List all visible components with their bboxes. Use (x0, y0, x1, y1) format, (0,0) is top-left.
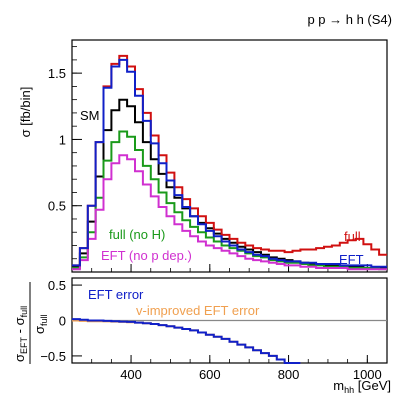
series-eft-error (72, 318, 301, 364)
top-y-ticks: 0.5 1 1.5 (48, 46, 388, 272)
x-tick-label: 600 (199, 367, 221, 382)
top-y-tick-label: 1 (59, 132, 66, 147)
bottom-y-tick-label: −0.5 (40, 349, 66, 364)
bottom-y-tick-label: 0.5 (48, 278, 66, 293)
x-axis-label: mhh [GeV] (333, 378, 391, 395)
label-v-improved: v-improved EFT error (136, 303, 260, 318)
label-eft-no-p: EFT (no p dep.) (101, 248, 192, 263)
series-v-improved-eft-error (72, 319, 301, 364)
x-tick-label: 1000 (353, 367, 382, 382)
series-eft-no-p-dep (72, 154, 387, 271)
bottom-y-axis-label: σEFT - σfull σfull (12, 282, 49, 364)
label-eft: EFT (339, 252, 364, 267)
x-tick-label: 400 (120, 367, 142, 382)
label-sm: SM (80, 108, 100, 123)
top-y-tick-label: 0.5 (48, 199, 66, 214)
series-eft (72, 58, 387, 268)
top-series (72, 54, 387, 271)
chart-title: p p → h h (S4) (307, 12, 392, 27)
bottom-panel: −0.5 0 0.5 400 600 800 1000 EFT error v-improv… (12, 277, 391, 395)
top-y-tick-label: 1.5 (48, 66, 66, 81)
series-full (72, 54, 387, 267)
label-full-no-h: full (no H) (109, 227, 165, 242)
label-eft-error: EFT error (88, 287, 144, 302)
ratio-denominator: σfull (32, 314, 49, 334)
series-sm (72, 98, 387, 269)
bottom-y-tick-label: 0 (59, 314, 66, 329)
top-y-axis-label: σ [fb/bin] (18, 87, 33, 138)
series-full-no-h (72, 130, 387, 271)
x-tick-label: 800 (278, 367, 300, 382)
ratio-numerator: σEFT - σfull (12, 306, 29, 362)
top-panel: 0.5 1 1.5 σ [fb/bin] SM full (no H) EFT (n… (18, 39, 388, 273)
label-full: full (344, 229, 361, 244)
bottom-axis-ticks: −0.5 0 0.5 400 600 800 1000 (40, 278, 388, 382)
bottom-series (72, 318, 301, 364)
